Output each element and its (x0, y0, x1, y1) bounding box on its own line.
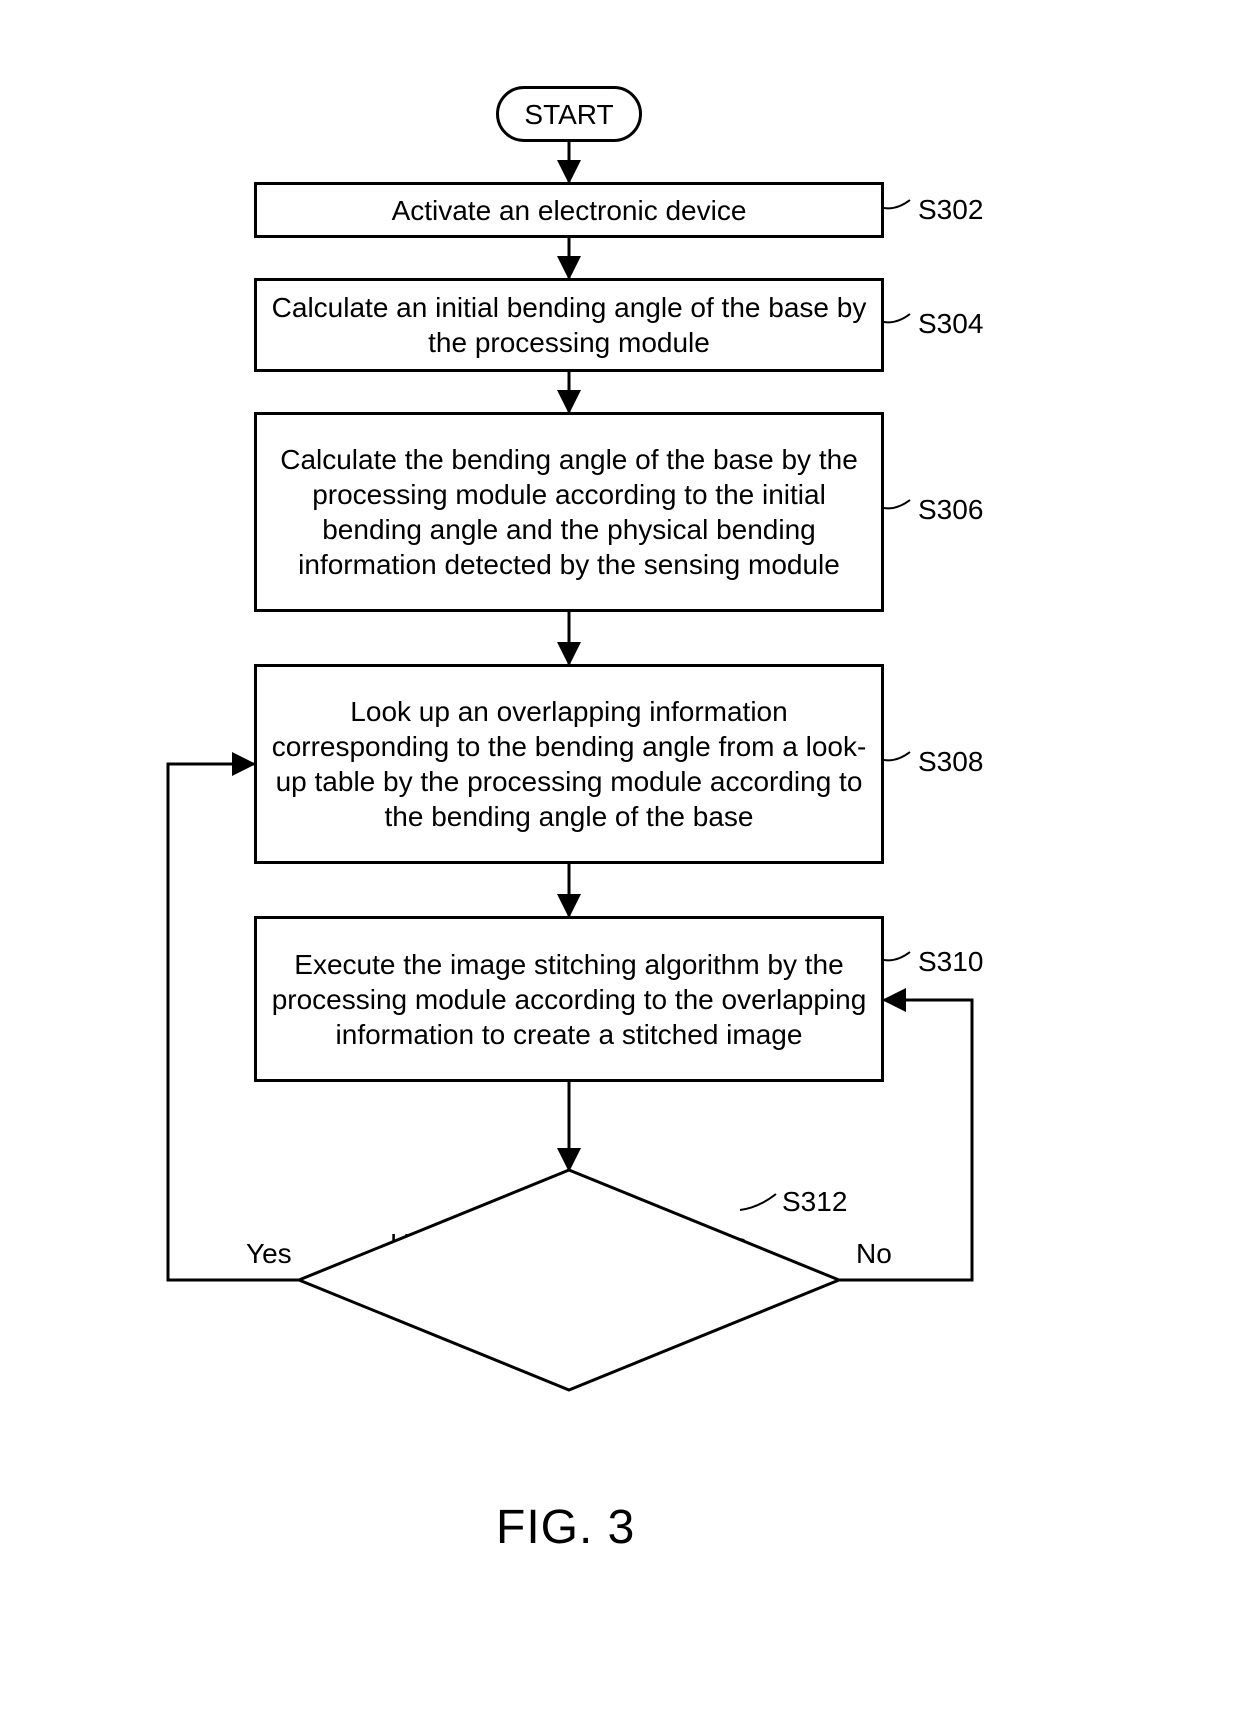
decision-s312-text: Has the bending angle of the base change… (390, 1228, 748, 1294)
decision-s312-text-wrap: Has the bending angle of the base change… (389, 1226, 749, 1296)
step-s308-text: Look up an overlapping information corre… (271, 694, 867, 834)
step-s308: Look up an overlapping information corre… (254, 664, 884, 864)
label-s302: S302 (918, 194, 983, 226)
flowchart-canvas: START Activate an electronic device Calc… (0, 0, 1240, 1715)
step-s306-text: Calculate the bending angle of the base … (271, 442, 867, 582)
step-s302-text: Activate an electronic device (392, 193, 747, 228)
label-s310: S310 (918, 946, 983, 978)
step-s304: Calculate an initial bending angle of th… (254, 278, 884, 372)
step-s304-text: Calculate an initial bending angle of th… (271, 290, 867, 360)
step-s310: Execute the image stitching algorithm by… (254, 916, 884, 1082)
label-s304: S304 (918, 308, 983, 340)
edge-no-label: No (856, 1238, 892, 1270)
step-s310-text: Execute the image stitching algorithm by… (271, 947, 867, 1052)
edge-yes-label: Yes (246, 1238, 292, 1270)
label-s308: S308 (918, 746, 983, 778)
step-s302: Activate an electronic device (254, 182, 884, 238)
step-s306: Calculate the bending angle of the base … (254, 412, 884, 612)
label-s306: S306 (918, 494, 983, 526)
label-s312: S312 (782, 1186, 847, 1218)
start-text: START (524, 97, 613, 132)
start-node: START (496, 86, 642, 142)
figure-label: FIG. 3 (496, 1500, 635, 1555)
